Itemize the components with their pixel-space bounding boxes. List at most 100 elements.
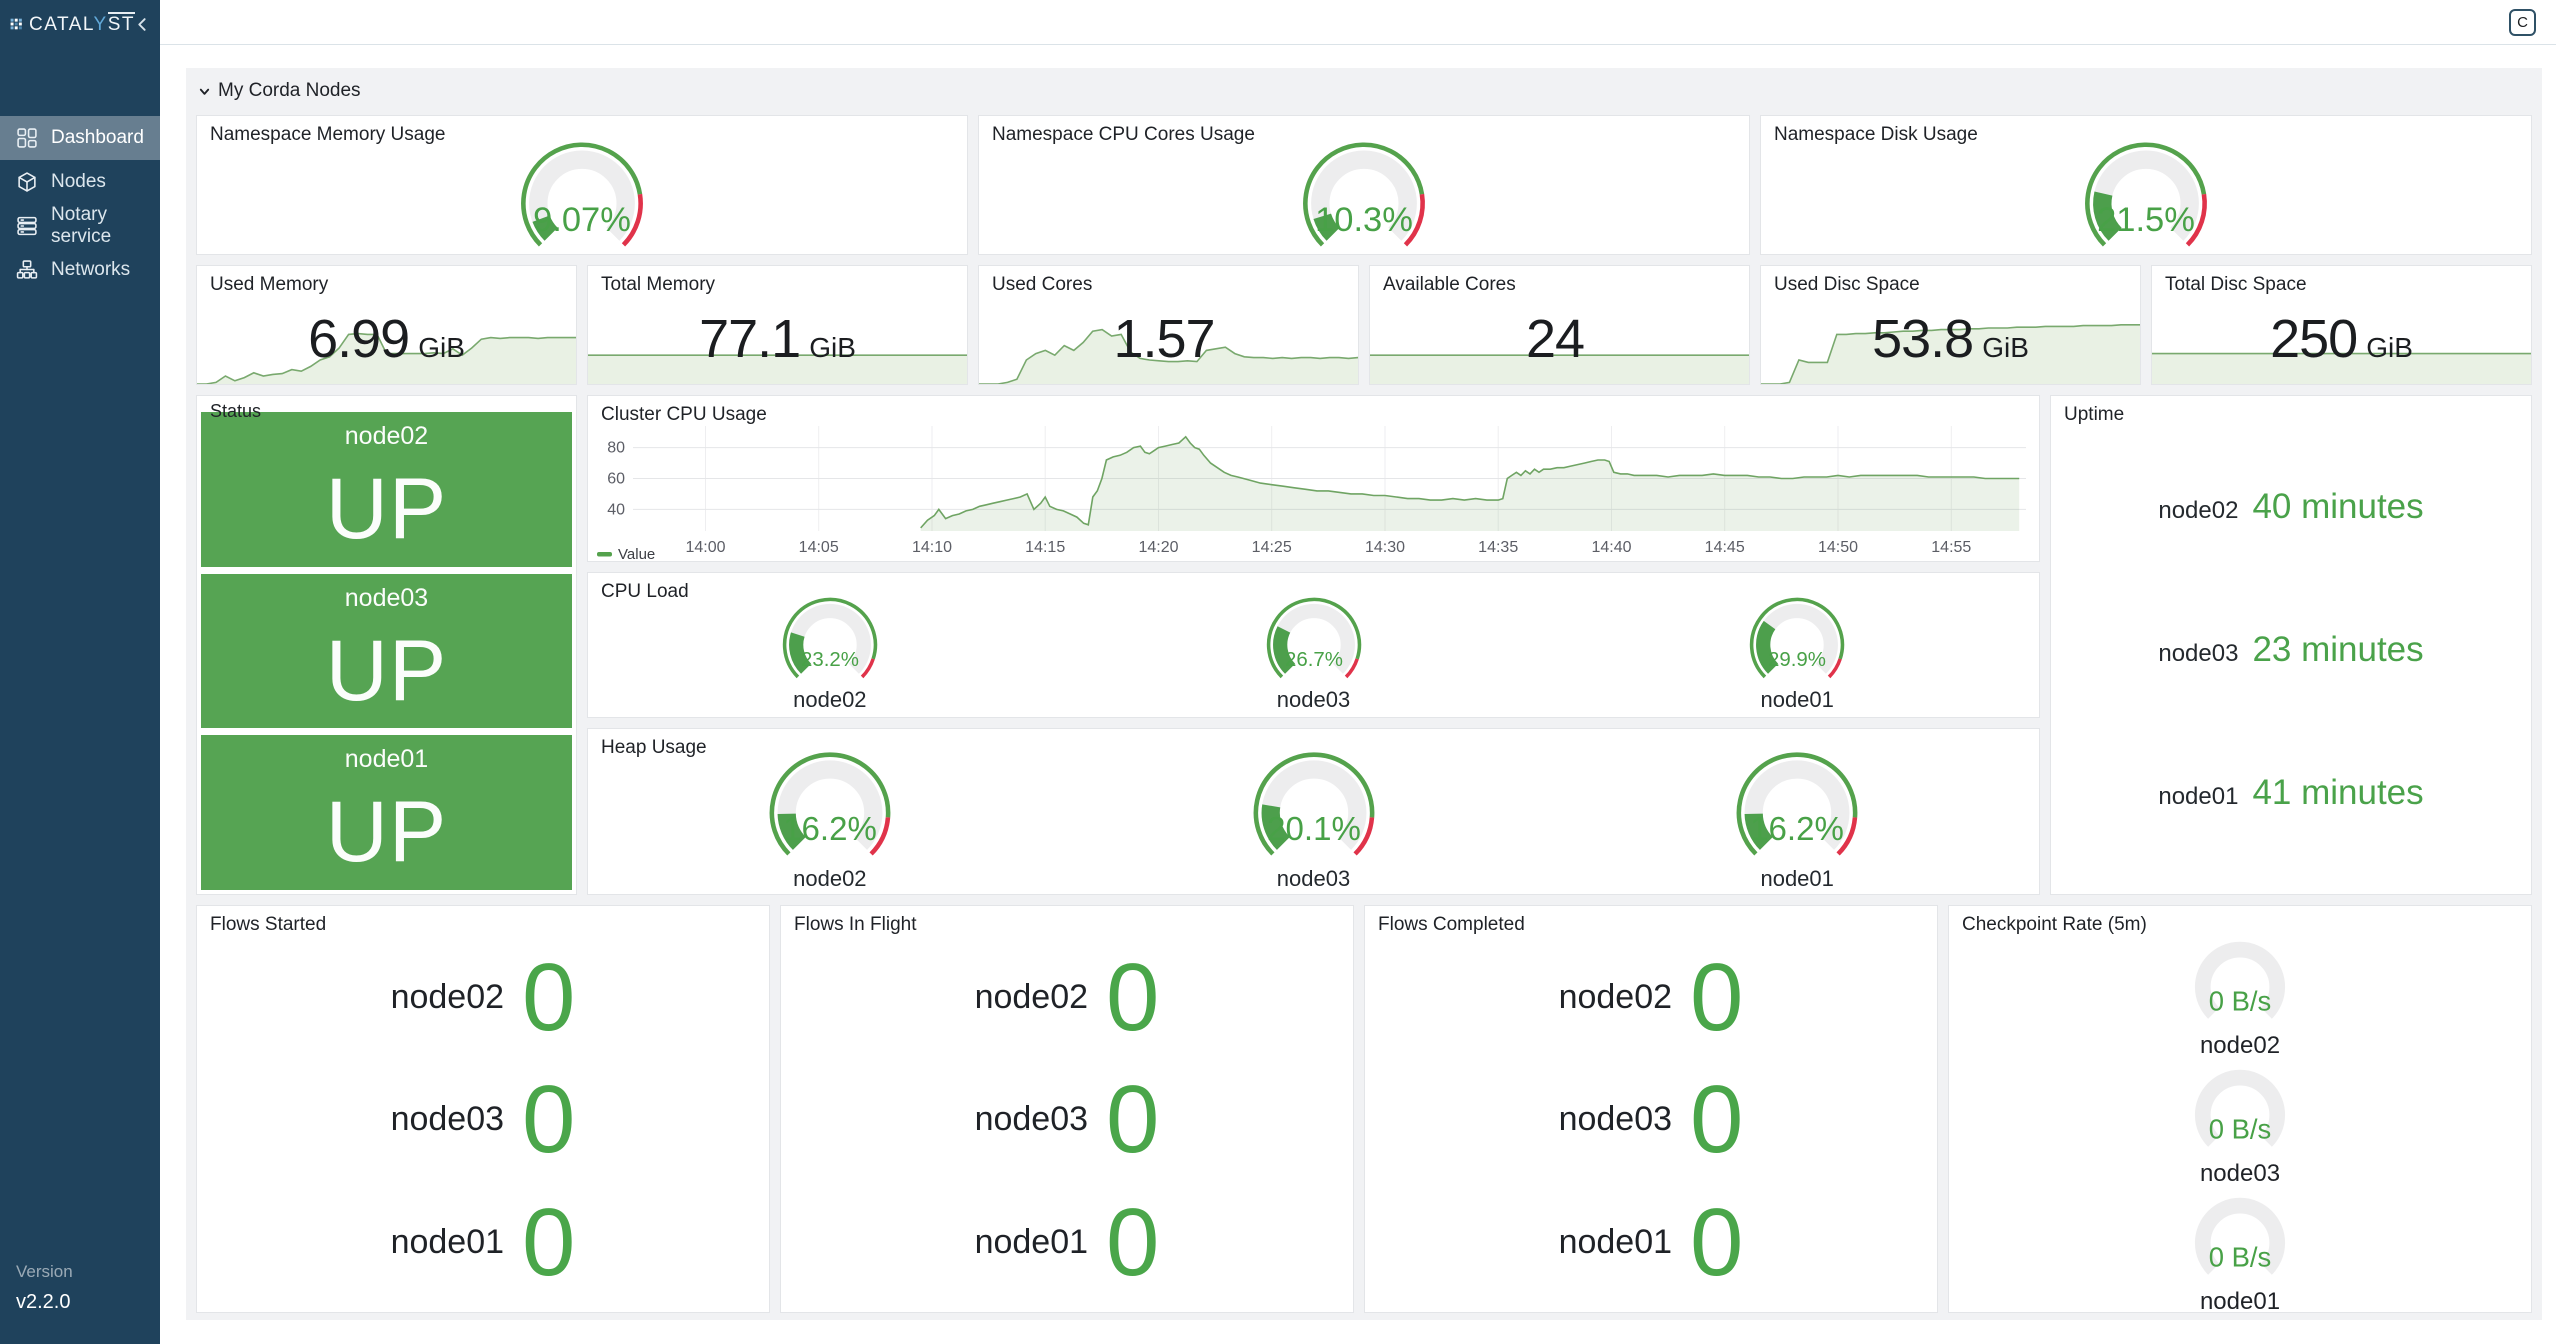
sidebar-item-dashboard[interactable]: Dashboard	[0, 116, 160, 160]
gauge-node-label: node03	[1276, 687, 1351, 712]
version-value: v2.2.0	[16, 1291, 71, 1313]
gauge-arc: 10.3%	[1303, 141, 1425, 246]
cube-icon	[16, 171, 38, 193]
uptime-value: 41 minutes	[2252, 772, 2424, 812]
panel-title[interactable]: Total Disc Space	[2165, 274, 2307, 295]
panel-title[interactable]: Cluster CPU Usage	[601, 404, 767, 425]
network-hierarchy-icon	[16, 259, 38, 281]
gauge-cell: 16.2% node01	[1555, 749, 2039, 892]
flow-count: 0	[1690, 1189, 1744, 1297]
server-stack-icon	[16, 215, 38, 237]
panel-title[interactable]: Flows In Flight	[794, 914, 917, 935]
uptime-list: node02 40 minutes node03 23 minutes node01 41…	[2071, 436, 2511, 864]
svg-text:40: 40	[607, 501, 625, 518]
svg-text:26.7%: 26.7%	[1285, 648, 1343, 671]
panel-title[interactable]: Heap Usage	[601, 737, 707, 758]
gauge-node-label: node01	[1760, 866, 1834, 891]
panel-title[interactable]: Used Cores	[992, 274, 1093, 295]
panel-title[interactable]: Namespace Disk Usage	[1774, 124, 1978, 145]
uptime-node-label: node03	[2158, 639, 2239, 667]
panel-title[interactable]: Status	[210, 401, 262, 421]
profile-button[interactable]: C	[2509, 9, 2536, 36]
gauge-cell: 16.2% node02	[588, 749, 1072, 892]
gauge-arc: 0 B/s	[2194, 941, 2286, 1019]
panel-title[interactable]: Uptime	[2064, 404, 2125, 425]
panel-total-memory: Total Memory 77.1 GiB	[587, 265, 968, 385]
svg-text:Value: Value	[618, 546, 655, 561]
gauge-cell: 26.7% node03	[1072, 595, 1556, 713]
gauge-cell: 23.2% node02	[588, 595, 1072, 713]
panel-available-cores: Available Cores 24	[1369, 265, 1750, 385]
panel-title[interactable]: Used Disc Space	[1774, 274, 1920, 295]
checkpoint-node-label: node02	[2199, 1032, 2281, 1059]
gauge: 10.3%	[979, 138, 1749, 254]
panel-title[interactable]: Flows Started	[210, 914, 327, 935]
catalyst-logo-icon	[10, 18, 22, 30]
gauge-node-label: node02	[793, 866, 867, 891]
panel-total-disc-space: Total Disc Space 250 GiB	[2151, 265, 2532, 385]
stat-value: 1.57	[1113, 309, 1215, 369]
panel-title[interactable]: Checkpoint Rate (5m)	[1962, 914, 2147, 935]
sparkline-chart	[1370, 354, 1749, 384]
gauge-cell: 20.1% node03	[1072, 749, 1556, 892]
panel-flows-in-flight: Flows In Flight node02 0 node03 0 node01 0	[780, 905, 1354, 1313]
flow-row: node03 0	[791, 1066, 1343, 1174]
svg-text:14:00: 14:00	[685, 539, 725, 556]
panel-title[interactable]: Flows Completed	[1378, 914, 1525, 935]
flow-row: node02 0	[791, 949, 1343, 1045]
svg-text:14:40: 14:40	[1591, 539, 1631, 556]
gauge-cell: 29.9% node01	[1555, 595, 2039, 713]
panel-used-memory: Used Memory 6.99 GiB	[196, 265, 577, 385]
panel-title[interactable]: Available Cores	[1383, 274, 1516, 295]
status-list: node02 UP node03 UP node01 UP	[201, 412, 572, 891]
sidebar-item-notary-service[interactable]: Notary service	[0, 204, 160, 248]
panel-namespace-memory-usage: Namespace Memory Usage 9.07%	[196, 115, 968, 255]
panel-title[interactable]: Namespace CPU Cores Usage	[992, 124, 1255, 145]
flow-node-label: node01	[390, 1223, 505, 1262]
sparkline-chart	[979, 328, 1358, 384]
gauge-arc: 16.2%	[769, 752, 891, 856]
gauge-row: 16.2% node02 20.1% node03 16.2% node01	[588, 749, 2039, 892]
flow-row: node02 0	[1375, 949, 1927, 1045]
dashboard: My Corda Nodes Namespace Memory Usage 9.…	[186, 68, 2542, 1320]
flow-list: node02 0 node03 0 node01 0	[1375, 936, 1927, 1304]
gauge-node-label: node03	[1276, 866, 1351, 891]
sidebar-item-nodes[interactable]: Nodes	[0, 160, 160, 204]
flow-count: 0	[1106, 1066, 1160, 1174]
flow-node-label: node02	[1558, 977, 1673, 1016]
gauge-arc: 0 B/s	[2194, 1069, 2286, 1147]
panel-uptime: Uptime node02 40 minutes node03 23 minutes n…	[2050, 395, 2532, 895]
uptime-node-label: node02	[2158, 497, 2239, 525]
status-node-label: node02	[344, 422, 429, 450]
gauge-node-label: node02	[793, 687, 867, 712]
gauge: 9.07%	[197, 138, 967, 254]
sidebar: CATALYST Dashboard Nodes Notary service	[0, 0, 160, 1344]
gauge-arc: 23.2%	[782, 597, 877, 679]
flow-count: 0	[522, 1189, 576, 1297]
checkpoint-node-label: node01	[2199, 1288, 2281, 1313]
chart-legend[interactable]: Value	[597, 546, 655, 561]
svg-text:9.07%: 9.07%	[533, 201, 631, 239]
panel-title[interactable]: CPU Load	[601, 581, 689, 602]
svg-text:14:05: 14:05	[799, 539, 839, 556]
flow-count: 0	[522, 943, 576, 1051]
stat-value: 53.8 GiB	[1872, 309, 2029, 369]
gauge-node-label: node01	[1760, 687, 1834, 712]
flow-node-label: node02	[390, 977, 505, 1016]
panel-title[interactable]: Total Memory	[601, 274, 716, 295]
sidebar-item-label: Nodes	[51, 171, 106, 192]
row-header-my-corda-nodes[interactable]: My Corda Nodes	[186, 68, 2542, 114]
version-info: Version v2.2.0	[16, 1262, 73, 1314]
svg-text:14:50: 14:50	[1818, 539, 1858, 556]
sidebar-collapse-button[interactable]	[135, 17, 150, 32]
panel-title[interactable]: Namespace Memory Usage	[210, 124, 446, 145]
sidebar-item-label: Networks	[51, 259, 131, 280]
panel-title[interactable]: Used Memory	[210, 274, 329, 295]
gauge-arc: 9.07%	[521, 141, 643, 246]
svg-text:14:10: 14:10	[912, 539, 952, 556]
svg-text:14:15: 14:15	[1025, 539, 1065, 556]
panel-namespace-cpu-cores-usage: Namespace CPU Cores Usage 10.3%	[978, 115, 1750, 255]
sidebar-item-networks[interactable]: Networks	[0, 248, 160, 292]
status-box: node02 UP	[201, 412, 572, 567]
flow-list: node02 0 node03 0 node01 0	[791, 936, 1343, 1304]
